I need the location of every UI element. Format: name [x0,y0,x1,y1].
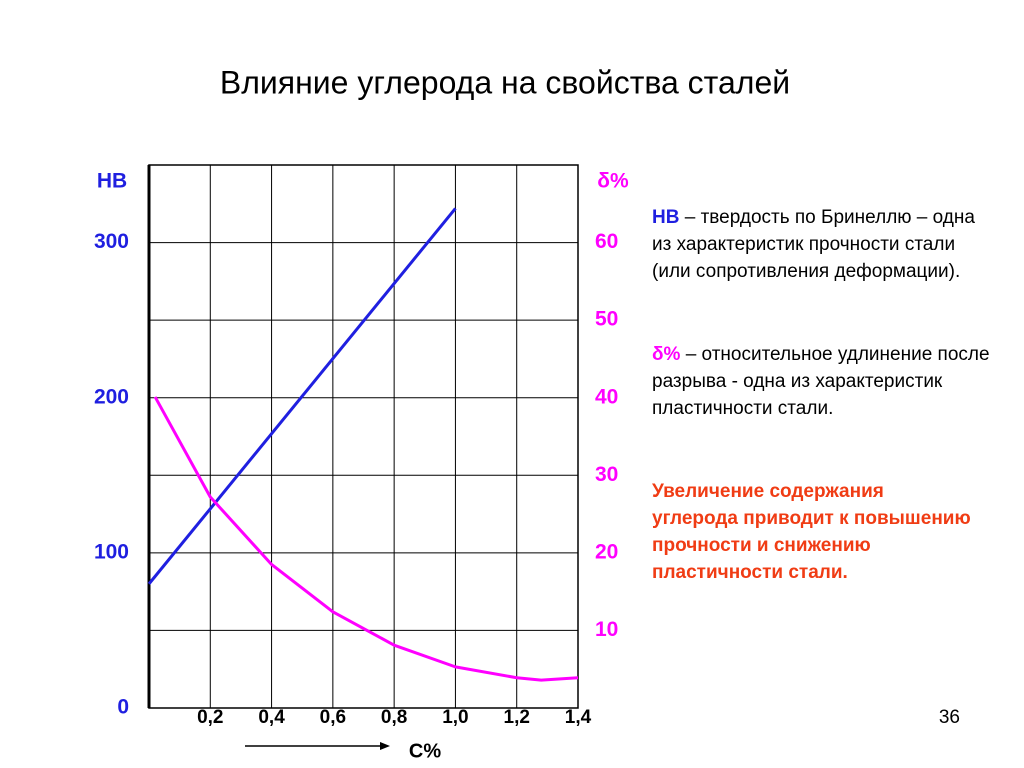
y-tick-label: 200 [94,385,129,408]
y2-tick-label: 20 [595,540,618,563]
x-arrow-head [380,742,390,750]
x-tick-label: 1,4 [565,707,592,728]
x-tick-label: 0,2 [197,707,223,728]
y2-tick-label: 30 [595,463,618,486]
note-term: δ% [652,344,681,365]
plot-frame [148,164,579,709]
y-tick-label: 300 [94,230,129,253]
y2-tick-label: 60 [595,230,618,253]
x-tick-label: 0,6 [320,707,346,728]
y-axis-title: HB [97,170,127,193]
y2-axis-title: δ% [597,170,629,193]
x-tick-label: 1,2 [504,707,530,728]
note: HB – твердость по Бринеллю – одна из хар… [652,204,997,285]
y2-tick-label: 50 [595,308,618,331]
data-line [153,396,579,682]
x-tick-label: 0,4 [258,707,285,728]
note-text: – относительное удлинение после разрыва … [652,344,990,419]
note-term: HB [652,207,680,228]
conclusion: Увеличение содержания углерода приводит … [652,481,971,583]
note-text: – твердость по Бринеллю – одна из характ… [652,207,975,282]
y2-tick-label: 10 [595,618,618,641]
y-tick-label: 0 [117,696,129,719]
x-tick-label: 0,8 [381,707,407,728]
x-tick-label: 1,0 [442,707,468,728]
note: δ% – относительное удлинение после разры… [652,341,997,422]
y2-tick-label: 40 [595,385,618,408]
page-number: 36 [939,707,960,728]
x-axis-title: C% [409,740,441,762]
y-tick-label: 100 [94,540,129,563]
data-line [147,207,457,585]
chart-title: Влияние углерода на свойства сталей [220,64,790,100]
